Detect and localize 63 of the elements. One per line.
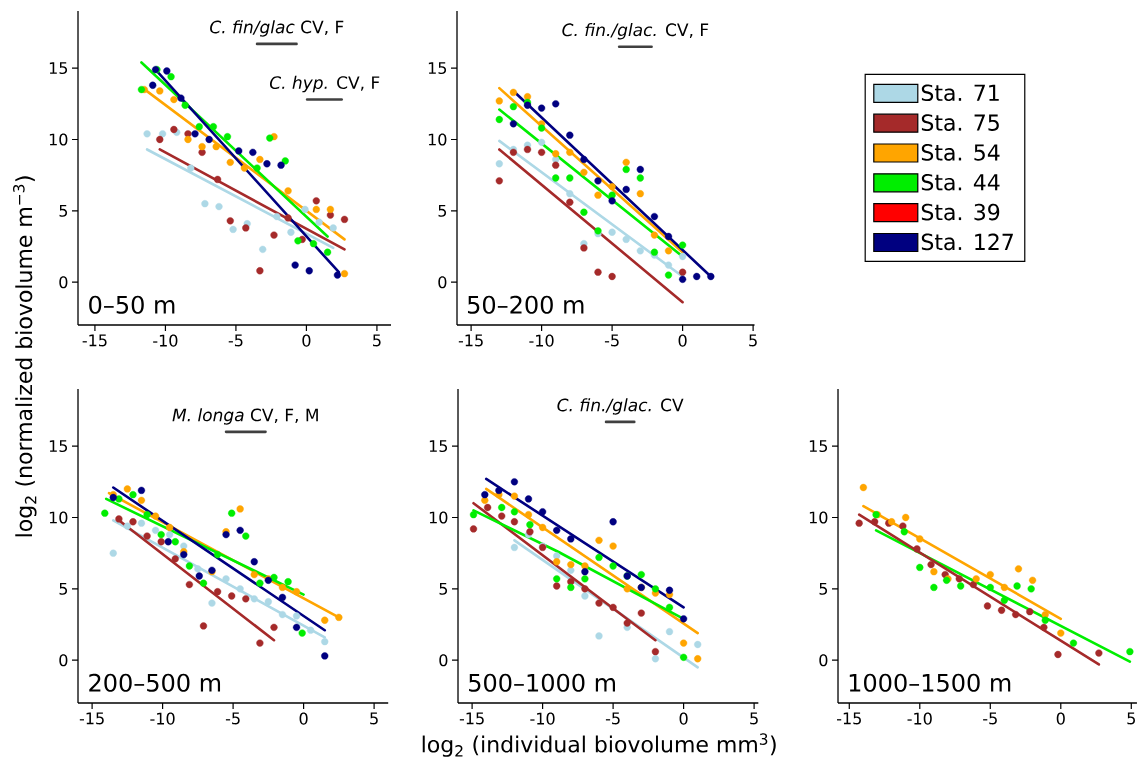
legend-label: Sta. 54	[921, 144, 1000, 161]
x-tick-label: -5	[605, 712, 620, 725]
x-tick-label: 0	[299, 712, 308, 725]
text: 500–1000 m	[469, 673, 615, 692]
y-tick-label: 0	[59, 654, 68, 667]
x-tick-label: -5	[225, 712, 240, 725]
x-tick-label: 0	[679, 712, 688, 725]
y-tick-label: 0	[438, 276, 447, 289]
text: 0–50 m	[89, 295, 175, 314]
x-tick-label: 0	[1056, 712, 1065, 725]
x-tick-label: 5	[750, 712, 758, 725]
y-tick-label: 10	[49, 133, 68, 146]
x-tick-label: -10	[907, 712, 932, 725]
annotation: C. fin/glac CV, F	[210, 20, 344, 37]
legend-label: Sta. 39	[921, 203, 1000, 221]
text: 50–200 m	[467, 295, 584, 314]
x-tick-label: 5	[370, 712, 378, 725]
legend-label: Sta. 75	[921, 114, 999, 131]
x-tick-label: -15	[837, 712, 861, 725]
legend-label: Sta. 127	[921, 233, 1013, 251]
x-tick-label: -5	[604, 334, 619, 347]
y-tick-label: 0	[59, 276, 68, 289]
y-tick-label: 15	[49, 62, 68, 75]
text: 200–500 m	[89, 673, 221, 692]
x-tick-label: -10	[530, 712, 555, 725]
y-tick-label: 10	[809, 511, 828, 524]
y-tick-label: 10	[428, 133, 447, 146]
y-tick-label: 0	[439, 654, 448, 667]
y-axis-title: log$_{2}$ (normalized biovolume m$^{−3}$)	[13, 176, 37, 537]
x-tick-label: 0	[678, 334, 687, 347]
annotation: C. fin./glac. CV	[557, 398, 684, 415]
x-tick-label: 5	[749, 334, 757, 347]
y-tick-label: 5	[59, 204, 68, 217]
annotation: M. longa CV, F, M	[172, 408, 318, 425]
x-tick-label: -10	[529, 334, 554, 347]
x-tick-label: 0	[302, 334, 311, 347]
x-tick-label: -15	[458, 334, 483, 347]
y-tick-label: 15	[428, 62, 447, 75]
x-tick-label: -15	[459, 712, 484, 725]
y-tick-label: 5	[438, 204, 447, 217]
y-tick-label: 5	[59, 582, 68, 595]
x-tick-label: -15	[79, 712, 104, 725]
y-tick-label: 10	[49, 511, 68, 524]
y-tick-label: 5	[819, 582, 828, 595]
y-tick-label: 15	[429, 440, 448, 453]
y-tick-label: 15	[809, 440, 828, 453]
x-tick-label: 5	[373, 334, 381, 347]
y-tick-label: 10	[429, 511, 448, 524]
x-axis-title: log$_{2}$ (individual biovolume mm$^{3}$)	[422, 733, 776, 757]
annotation: C. hyp. CV, F	[269, 75, 380, 93]
x-tick-label: -5	[228, 334, 243, 347]
x-tick-label: 5	[1127, 712, 1135, 725]
y-tick-label: 0	[819, 654, 828, 667]
y-tick-label: 5	[439, 582, 448, 595]
y-tick-label: 15	[49, 440, 68, 453]
text: 1000–1500 m	[849, 673, 1011, 692]
annotation: C. fin./glac. CV, F	[562, 23, 709, 40]
legend-label: Sta. 44	[921, 173, 1000, 191]
x-tick-label: -10	[153, 334, 178, 347]
legend-label: Sta. 71	[921, 84, 999, 102]
x-tick-label: -15	[82, 334, 107, 347]
x-tick-label: -10	[150, 712, 175, 725]
x-tick-label: -5	[983, 712, 997, 725]
